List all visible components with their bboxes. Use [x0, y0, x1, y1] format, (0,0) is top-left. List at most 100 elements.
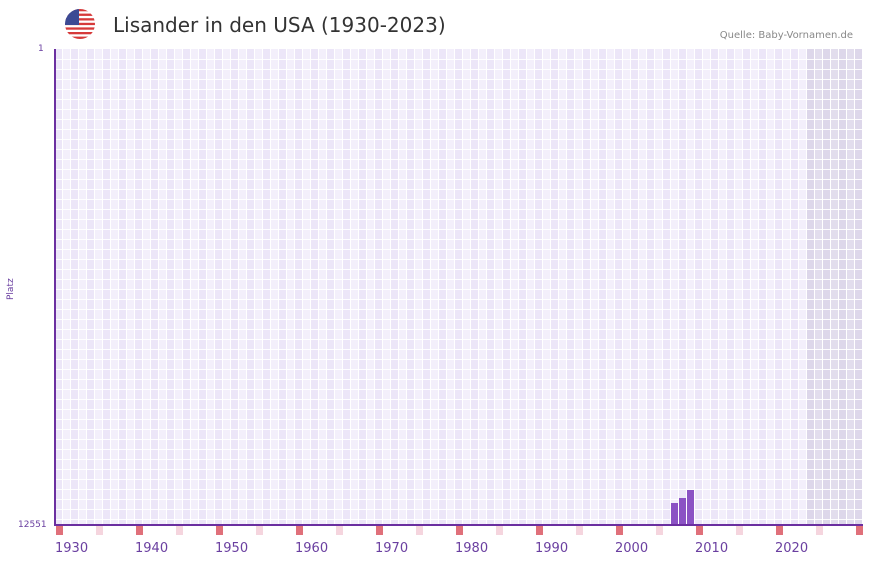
grid-line [55, 449, 863, 450]
grid-column [207, 49, 214, 525]
grid-column [847, 49, 854, 525]
grid-line [55, 139, 863, 140]
grid-line [55, 349, 863, 350]
grid-column [311, 49, 318, 525]
grid-column [599, 49, 606, 525]
grid-column [199, 49, 206, 525]
grid-line [55, 229, 863, 230]
x-tick-label: 2020 [775, 541, 809, 556]
bar-2009[interactable] [687, 490, 694, 525]
grid-column [223, 49, 230, 525]
grid-line [55, 279, 863, 280]
grid-line [55, 89, 863, 90]
grid-column [127, 49, 134, 525]
grid-column [855, 49, 862, 525]
half-decade-marker [736, 526, 743, 535]
decade-marker [56, 526, 63, 535]
half-decade-marker [96, 526, 103, 535]
decade-marker [696, 526, 703, 535]
x-tick-label: 1970 [375, 541, 409, 556]
grid-line [55, 329, 863, 330]
y-tick-bottom: 12551 [18, 520, 47, 530]
grid-column [95, 49, 102, 525]
half-decade-marker [496, 526, 503, 535]
grid-column [607, 49, 614, 525]
grid-column [143, 49, 150, 525]
grid-column [687, 49, 694, 525]
grid-line [55, 389, 863, 390]
grid-column [679, 49, 686, 525]
grid-column [839, 49, 846, 525]
grid-column [111, 49, 118, 525]
grid-line [55, 439, 863, 440]
x-tick-label: 1940 [135, 541, 169, 556]
grid-line [55, 199, 863, 200]
grid-line [55, 359, 863, 360]
grid-column [215, 49, 222, 525]
grid-column [719, 49, 726, 525]
grid-line [55, 399, 863, 400]
grid-column [775, 49, 782, 525]
grid-line [55, 99, 863, 100]
grid-line [55, 239, 863, 240]
grid-column [463, 49, 470, 525]
grid-line [55, 59, 863, 60]
grid-column [239, 49, 246, 525]
grid-column [559, 49, 566, 525]
grid-column [159, 49, 166, 525]
plot-area [55, 49, 863, 525]
grid-column [783, 49, 790, 525]
grid-column [367, 49, 374, 525]
bar-2007[interactable] [671, 503, 678, 525]
half-decade-marker [816, 526, 823, 535]
grid-column [335, 49, 342, 525]
grid-column [431, 49, 438, 525]
grid-column [447, 49, 454, 525]
grid-column [647, 49, 654, 525]
grid-line [55, 489, 863, 490]
grid-column [407, 49, 414, 525]
grid-line [55, 469, 863, 470]
grid-line [55, 119, 863, 120]
grid-column [119, 49, 126, 525]
grid-line [55, 379, 863, 380]
grid-column [255, 49, 262, 525]
grid-column [423, 49, 430, 525]
grid-line [55, 269, 863, 270]
grid-column [135, 49, 142, 525]
x-tick-label: 1990 [535, 541, 569, 556]
grid-line [55, 369, 863, 370]
grid-column [831, 49, 838, 525]
x-tick-label: 2010 [695, 541, 729, 556]
grid-line [55, 509, 863, 510]
grid-line [55, 129, 863, 130]
decade-marker [456, 526, 463, 535]
grid-column [55, 49, 62, 525]
grid-column [351, 49, 358, 525]
grid-column [527, 49, 534, 525]
grid-column [343, 49, 350, 525]
half-decade-marker [416, 526, 423, 535]
grid-column [263, 49, 270, 525]
half-decade-marker [176, 526, 183, 535]
bar-2008[interactable] [679, 498, 686, 525]
grid-column [799, 49, 806, 525]
grid-column [759, 49, 766, 525]
grid-line [55, 289, 863, 290]
grid-line [55, 319, 863, 320]
x-tick-label: 1930 [55, 541, 89, 556]
grid-line [55, 169, 863, 170]
grid-column [391, 49, 398, 525]
grid-column [591, 49, 598, 525]
grid-column [231, 49, 238, 525]
y-axis-title: Platz [6, 278, 16, 300]
grid-column [767, 49, 774, 525]
decade-marker [136, 526, 143, 535]
grid-column [703, 49, 710, 525]
source-label: Quelle: Baby-Vornamen.de [719, 30, 853, 41]
grid-column [751, 49, 758, 525]
grid-column [191, 49, 198, 525]
grid-column [711, 49, 718, 525]
grid-column [791, 49, 798, 525]
grid-column [807, 49, 814, 525]
